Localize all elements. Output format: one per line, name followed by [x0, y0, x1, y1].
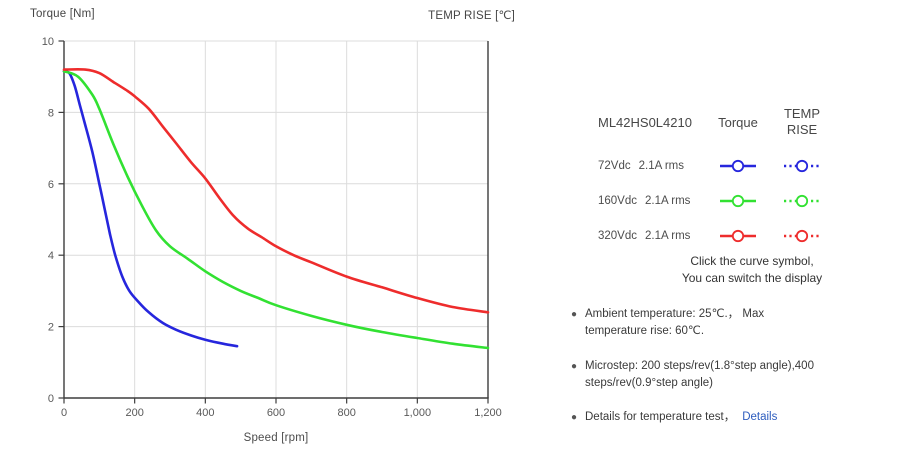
- x-tick-label: 800: [337, 407, 355, 419]
- x-tick-label: 0: [61, 407, 67, 419]
- curve-marker-icon: [795, 229, 809, 242]
- note-text: Ambient temperature: 25℃.， Max temperatu…: [585, 308, 765, 338]
- details-link[interactable]: Details: [742, 411, 778, 423]
- curve-marker-icon: [731, 229, 745, 242]
- curve-marker-icon: [731, 194, 745, 207]
- legend-panel: ML42HS0L4210 Torque TEMP RISE 72Vdc 2.1A …: [598, 106, 834, 244]
- legend-hint: Click the curve symbol, You can switch t…: [598, 253, 906, 288]
- curve-160vdc: [62, 70, 490, 350]
- y-tick-label: 8: [48, 107, 54, 119]
- bullet-icon: ●: [571, 412, 578, 423]
- legend-row-label-72vdc: 72Vdc 2.1A rms: [598, 160, 706, 172]
- y-tick-label: 10: [42, 36, 54, 48]
- curve-320vdc: [62, 68, 490, 314]
- current-label: 2.1A rms: [645, 229, 691, 242]
- torque-curve-symbol-72vdc[interactable]: [717, 158, 759, 174]
- curve-marker-icon: [795, 159, 809, 172]
- bullet-icon: ●: [571, 361, 578, 372]
- torque-curve-symbol-320vdc[interactable]: [717, 228, 759, 244]
- torque-curve-symbol-160vdc[interactable]: [717, 193, 759, 209]
- curve-marker-icon: [795, 194, 809, 207]
- voltage-label: 320Vdc: [598, 229, 638, 242]
- y-tick-label: 2: [48, 322, 54, 334]
- temp-rise-column-header: TEMP RISE: [783, 106, 821, 138]
- torque-column-header: Torque: [718, 114, 758, 130]
- temp-rise-curve-symbol-160vdc[interactable]: [781, 193, 823, 209]
- temp-rise-curve-symbol-320vdc[interactable]: [781, 228, 823, 244]
- note-text: Microstep: 200 steps/rev(1.8°step angle)…: [585, 360, 814, 390]
- current-label: 2.1A rms: [638, 159, 684, 172]
- legend-hint-line1: Click the curve symbol,: [690, 254, 814, 268]
- x-tick-label: 1,200: [474, 407, 502, 419]
- model-name: ML42HS0L4210: [598, 114, 692, 130]
- voltage-label: 72Vdc: [598, 159, 631, 172]
- y-tick-label: 4: [48, 250, 54, 262]
- current-label: 2.1A rms: [645, 194, 691, 207]
- x-tick-label: 1,000: [404, 407, 432, 419]
- note-temperature-test: ● Details for temperature test， Details: [571, 409, 777, 426]
- temp-rise-curve-symbol-72vdc[interactable]: [781, 158, 823, 174]
- curve-marker-icon: [731, 159, 745, 172]
- x-tick-label: 400: [196, 407, 214, 419]
- torque-speed-chart: 0 2 4 6 8 10 0 200 400 600 800 1,000 1,200: [42, 36, 502, 419]
- legend-hint-line2: You can switch the display: [681, 271, 823, 286]
- y-tick-label: 6: [48, 179, 54, 191]
- y-tick-label: 0: [48, 393, 54, 405]
- legend-row-label-320vdc: 320Vdc 2.1A rms: [598, 230, 706, 242]
- note-microstep: ● Microstep: 200 steps/rev(1.8°step angl…: [571, 358, 847, 392]
- note-ambient-temperature: ● Ambient temperature: 25℃.， Max tempera…: [571, 306, 800, 340]
- bullet-icon: ●: [571, 309, 578, 320]
- y-axis-title: Torque [Nm]: [30, 8, 95, 20]
- x-tick-label: 200: [125, 407, 143, 419]
- curve-72vdc: [62, 70, 239, 348]
- note-text: Details for temperature test，: [585, 411, 736, 423]
- secondary-axis-title: TEMP RISE [℃]: [428, 10, 515, 22]
- voltage-label: 160Vdc: [598, 194, 638, 207]
- legend-row-label-160vdc: 160Vdc 2.1A rms: [598, 195, 706, 207]
- x-axis-title: Speed [rpm]: [243, 432, 309, 444]
- x-tick-label: 600: [267, 407, 285, 419]
